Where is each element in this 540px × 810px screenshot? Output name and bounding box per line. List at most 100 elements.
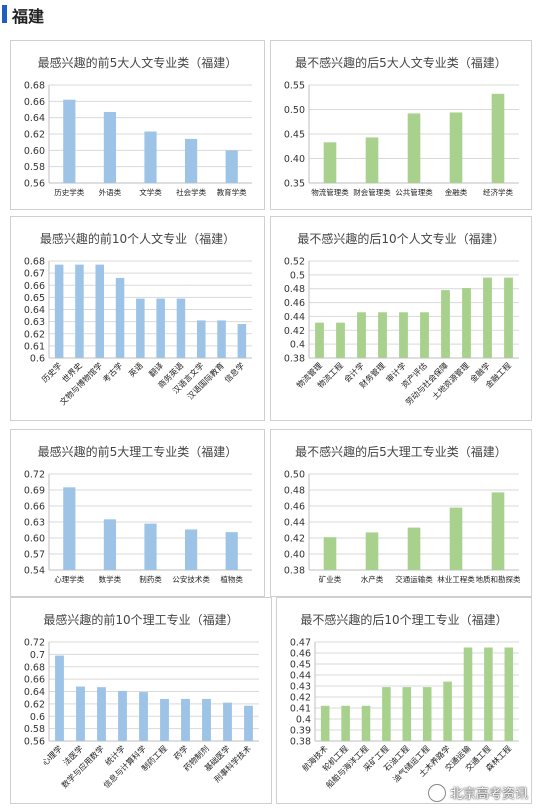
- y-tick-label: 0.64: [24, 687, 45, 698]
- bar: [244, 705, 253, 741]
- bar: [491, 492, 505, 570]
- header-accent-bar: [2, 5, 7, 23]
- chart-title: 最不感兴趣的后5大人文专业类（福建）: [295, 55, 507, 70]
- bar: [483, 277, 492, 358]
- bar: [97, 687, 106, 741]
- x-category-label: 地质和勘探类: [476, 574, 521, 584]
- y-tick-label: 0.4: [296, 715, 311, 726]
- bar-chart: 最感兴趣的前5大人文专业类（福建） 0.68 0.66 0.64 0.62 0.60 0.5…: [24, 55, 252, 197]
- bar: [361, 705, 371, 741]
- y-tick-label: 0.50: [284, 470, 305, 481]
- y-tick-label: 0.56: [24, 737, 45, 748]
- y-tick-label: 0.66: [24, 675, 45, 686]
- bar: [76, 686, 85, 741]
- chart-title: 最感兴趣的前5大理工专业类（福建）: [38, 444, 238, 459]
- y-tick-label: 0.66: [24, 502, 45, 513]
- y-tick-label: 0.6: [30, 712, 45, 723]
- chart-title: 最不感兴趣的后10个人文专业（福建）: [297, 231, 504, 246]
- y-tick-label: 0.64: [24, 113, 45, 124]
- bar: [341, 705, 350, 741]
- y-tick-label: 0.60: [24, 146, 45, 157]
- y-tick-label: 0.68: [24, 662, 45, 673]
- bar: [382, 687, 391, 741]
- bar: [407, 527, 421, 570]
- page-title: 福建: [12, 7, 45, 26]
- y-tick-label: 0.61: [24, 341, 45, 352]
- bar-chart: 最不感兴趣的后5大人文专业类（福建） 0.55 0.50 0.45 0.40 0.35 物流…: [284, 55, 519, 197]
- chart-panel-top10-science-liked: 最感兴趣的前10个理工专业（福建） 0.72 0.7 0.68 0.66 0.64 0.62…: [10, 597, 272, 804]
- bar: [365, 532, 379, 570]
- bar: [504, 647, 514, 741]
- x-category-label: 考古学: [100, 360, 124, 384]
- bar: [441, 290, 450, 358]
- y-tick-label: 0.66: [24, 97, 45, 108]
- x-category-label: 公安技术类: [172, 574, 210, 584]
- x-category-label: 药学: [172, 743, 190, 761]
- x-category-label: 公共管理类: [395, 187, 433, 197]
- bar: [55, 655, 64, 741]
- x-category-label: 英语: [126, 360, 144, 378]
- wechat-icon: [427, 783, 446, 802]
- x-category-label: 数学类: [99, 574, 122, 584]
- bar: [320, 705, 330, 741]
- watermark-text: 北京高考资讯: [449, 787, 528, 802]
- bar: [463, 647, 473, 741]
- bar: [144, 131, 157, 183]
- y-tick-label: 0.65: [24, 293, 45, 304]
- y-tick-label: 0.50: [284, 105, 305, 116]
- bar: [176, 298, 186, 358]
- y-tick-label: 0.64: [24, 305, 45, 316]
- bar-chart: 最不感兴趣的后10个人文专业（福建） 0.52 0.5 0.48 0.46 0.44 0.4…: [284, 231, 519, 407]
- y-tick-label: 0.44: [284, 312, 305, 323]
- bar: [357, 312, 366, 358]
- bar-chart: 最不感兴趣的后5大理工专业类（福建） 0.50 0.48 0.46 0.44 0.42 0.…: [284, 444, 521, 584]
- bar: [217, 320, 226, 358]
- bar-chart: 最感兴趣的前5大理工专业类（福建） 0.72 0.69 0.66 0.63 0.60 0.5…: [24, 444, 252, 584]
- y-tick-label: 0.35: [284, 179, 305, 190]
- y-tick-label: 0.45: [290, 660, 311, 671]
- bar: [223, 702, 232, 741]
- y-tick-label: 0.45: [284, 130, 305, 141]
- chart-title: 最感兴趣的前5大人文专业类（福建）: [38, 55, 238, 70]
- bar: [365, 137, 379, 183]
- bar: [462, 288, 471, 358]
- bar: [103, 111, 116, 183]
- chart-panel-top10-humanities-liked: 最感兴趣的前10个人文专业（福建） 0.68 0.67 0.66 0.65 0.64 0.6…: [10, 216, 265, 421]
- y-tick-label: 0.38: [284, 566, 305, 577]
- y-tick-label: 0.69: [24, 486, 45, 497]
- y-tick-label: 0.5: [290, 270, 305, 281]
- y-tick-label: 0.60: [24, 534, 45, 545]
- page-header: 福建: [0, 0, 540, 28]
- y-tick-label: 0.43: [290, 682, 311, 693]
- bar: [75, 264, 84, 358]
- bar: [185, 529, 198, 570]
- bar: [449, 507, 463, 570]
- y-tick-label: 0.62: [24, 130, 45, 141]
- bar: [103, 519, 116, 570]
- x-category-label: 制药类: [139, 574, 162, 584]
- bar: [160, 698, 169, 741]
- chart-panel-top5-humanities-liked: 最感兴趣的前5大人文专业类（福建） 0.68 0.66 0.64 0.62 0.60 0.5…: [10, 40, 265, 210]
- y-tick-label: 0.40: [284, 550, 305, 561]
- bar: [323, 537, 337, 570]
- y-tick-label: 0.38: [290, 737, 311, 748]
- y-tick-label: 0.41: [290, 704, 311, 715]
- chart-panel-top5-science-liked: 最感兴趣的前5大理工专业类（福建） 0.72 0.69 0.66 0.63 0.60 0.5…: [10, 429, 265, 597]
- bar-chart: 最感兴趣的前10个人文专业（福建）0.680.670.660.650.640.6…: [24, 231, 252, 407]
- watermark: 北京高考资讯: [427, 783, 528, 802]
- bar: [378, 312, 387, 358]
- y-tick-label: 0.58: [24, 162, 45, 173]
- y-tick-label: 0.63: [24, 518, 45, 529]
- y-tick-label: 0.57: [24, 550, 45, 561]
- y-tick-label: 0.42: [284, 326, 305, 337]
- y-tick-label: 0.54: [24, 566, 45, 577]
- y-tick-label: 0.40: [284, 154, 305, 165]
- bar: [399, 312, 408, 358]
- chart-title: 最感兴趣的前10个人文专业（福建）: [40, 231, 235, 246]
- bar: [315, 322, 324, 358]
- x-category-label: 信息学: [222, 360, 246, 384]
- bar: [484, 647, 493, 741]
- y-tick-label: 0.6: [30, 354, 45, 365]
- chart-title: 最感兴趣的前10个理工专业（福建）: [43, 612, 238, 627]
- bar: [63, 99, 76, 183]
